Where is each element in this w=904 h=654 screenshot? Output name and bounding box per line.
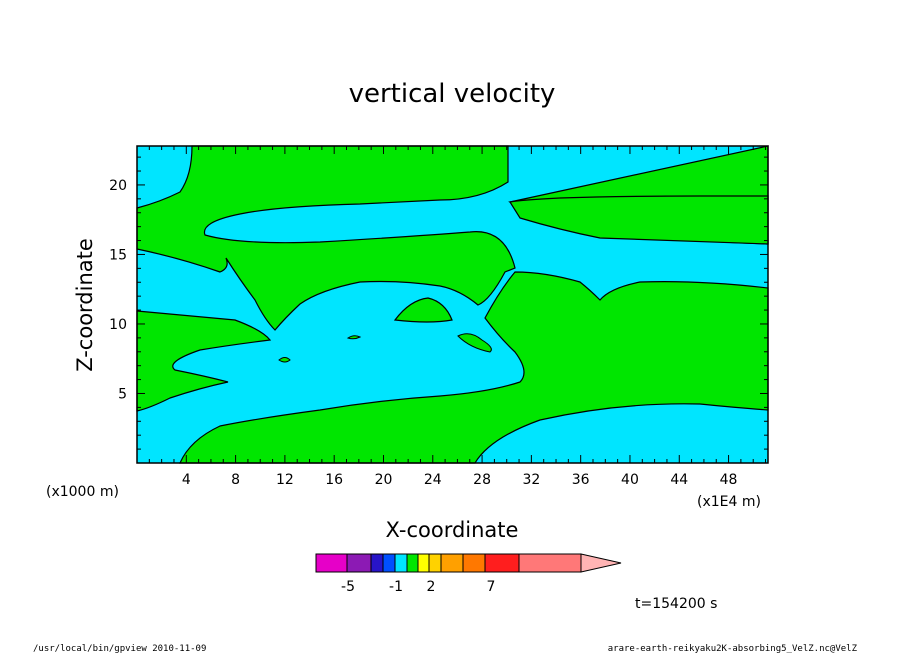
footer-right: arare-earth-reikyaku2K-absorbing5_VelZ.n… <box>608 644 858 654</box>
x-tick-label: 32 <box>522 472 540 488</box>
colorbar-segment <box>382 553 396 573</box>
colorbar-tick-label: -5 <box>341 579 355 595</box>
colorbar-tick-labels: -5 -1 2 7 <box>341 579 495 595</box>
colorbar-segment <box>462 553 486 573</box>
x-tick-label: 48 <box>720 472 738 488</box>
x-tick-label: 28 <box>473 472 491 488</box>
contour-region-left <box>136 310 272 412</box>
y-tick-label: 20 <box>109 178 127 194</box>
plot-frame <box>136 145 769 464</box>
y-scale-note: (x1000 m) <box>46 484 119 500</box>
colorbar-segment <box>315 553 348 573</box>
contour-region-top <box>136 145 516 331</box>
x-tick-label: 12 <box>276 472 294 488</box>
x-axis: 4 8 12 16 20 24 28 32 36 40 44 48 <box>148 146 767 488</box>
x-tick-label: 44 <box>670 472 688 488</box>
y-axis: 5 10 15 20 <box>109 156 768 450</box>
colorbar-segment <box>370 553 384 573</box>
footer-left: /usr/local/bin/gpview 2010-11-09 <box>33 644 206 654</box>
plot-area <box>136 145 769 464</box>
colorbar-tick-label: 2 <box>427 579 436 595</box>
colorbar-segment <box>440 553 464 573</box>
contour-island-center <box>393 297 453 323</box>
x-scale-note: (x1E4 m) <box>697 494 761 510</box>
colorbar-tick-label: 7 <box>487 579 496 595</box>
time-label: t=154200 s <box>635 596 717 612</box>
colorbar-segment <box>346 553 372 573</box>
contour-region-middle <box>179 271 769 464</box>
y-axis-label: Z-coordinate <box>73 238 97 372</box>
colorbar-segment <box>518 553 582 573</box>
x-axis-label: X-coordinate <box>386 518 519 542</box>
colorbar-segment <box>417 553 430 573</box>
y-tick-label: 5 <box>118 386 127 402</box>
colorbar-tick-label: -1 <box>389 579 403 595</box>
contour-island-small-1 <box>278 357 291 363</box>
colorbar-segment <box>484 553 520 573</box>
colorbar-arrow <box>580 553 622 573</box>
x-tick-label: 40 <box>621 472 639 488</box>
x-tick-label: 24 <box>424 472 442 488</box>
x-tick-label: 20 <box>375 472 393 488</box>
y-tick-label: 10 <box>109 317 127 333</box>
x-tick-label: 4 <box>182 472 191 488</box>
y-tick-label: 15 <box>109 247 127 263</box>
colorbar-segment <box>394 553 408 573</box>
colorbar-segment <box>406 553 419 573</box>
x-tick-label: 8 <box>231 472 240 488</box>
colorbar <box>315 553 622 573</box>
chart-title: vertical velocity <box>349 79 556 109</box>
colorbar-segment <box>428 553 442 573</box>
x-tick-label: 16 <box>325 472 343 488</box>
contour-island-small-3 <box>457 333 492 353</box>
x-tick-label: 36 <box>572 472 590 488</box>
contour-island-small-2 <box>346 335 362 340</box>
